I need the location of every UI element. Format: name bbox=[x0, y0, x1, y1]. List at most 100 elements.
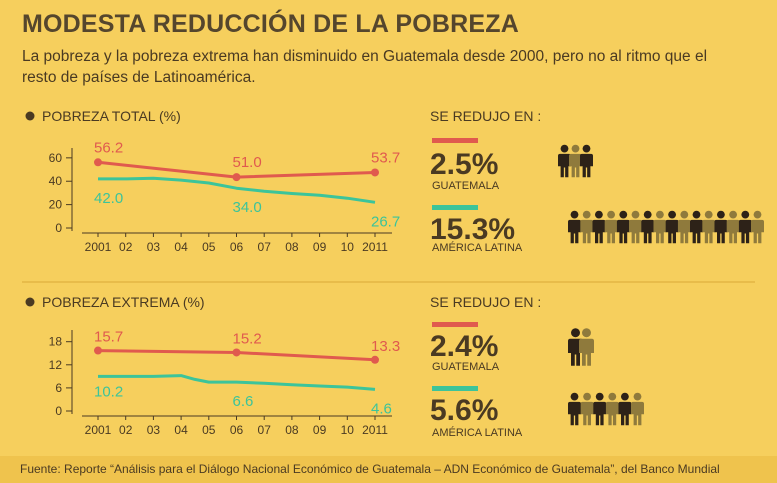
x-tick-label: 05 bbox=[202, 240, 216, 254]
person-icon bbox=[751, 210, 764, 244]
guatemala-color-key bbox=[432, 322, 478, 327]
x-tick-label: 04 bbox=[174, 423, 188, 437]
plot-area bbox=[94, 346, 379, 391]
x-tick-label: 07 bbox=[258, 423, 272, 437]
series-point-guatemala bbox=[232, 173, 241, 182]
x-tick-label: 02 bbox=[119, 240, 133, 254]
y-axis: 0 20 40 60 bbox=[49, 148, 73, 235]
plot-area bbox=[94, 158, 379, 204]
x-tick-label: 03 bbox=[147, 423, 161, 437]
series-point-guatemala bbox=[232, 348, 241, 357]
series-point-guatemala bbox=[94, 158, 102, 167]
data-label-guatemala: 53.7 bbox=[371, 149, 400, 166]
x-tick-label: 07 bbox=[258, 240, 272, 254]
y-tick-label: 20 bbox=[49, 198, 63, 212]
chart-title: POBREZA TOTAL (%) bbox=[42, 108, 181, 124]
x-tick-label: 08 bbox=[285, 240, 299, 254]
figures-america-latina bbox=[568, 392, 644, 426]
x-tick-label: 10 bbox=[341, 423, 355, 437]
x-tick-label: 08 bbox=[285, 423, 299, 437]
person-icon bbox=[714, 210, 728, 244]
person-icon bbox=[665, 210, 679, 244]
x-tick-label: 10 bbox=[341, 240, 355, 254]
x-tick-label: 2001 bbox=[85, 240, 112, 254]
x-tick-label: 05 bbox=[202, 423, 216, 437]
series-line-america_latina bbox=[98, 374, 376, 391]
person-icon bbox=[738, 210, 752, 244]
figures-america-latina bbox=[568, 210, 764, 244]
page-subtitle: La pobreza y la pobreza extrema han dism… bbox=[22, 48, 708, 86]
x-tick-label: 06 bbox=[230, 240, 244, 254]
person-icon bbox=[618, 392, 632, 426]
reduction-label-america-latina: AMÉRICA LATINA bbox=[432, 426, 523, 439]
reduction-heading: SE REDUJO EN : bbox=[430, 294, 541, 310]
data-label-america-latina: 42.0 bbox=[94, 190, 123, 207]
x-tick-label: 02 bbox=[119, 423, 133, 437]
guatemala-color-key bbox=[432, 138, 478, 143]
y-tick-label: 6 bbox=[55, 381, 62, 395]
person-icon bbox=[604, 210, 618, 244]
person-icon bbox=[580, 144, 593, 178]
y-tick-label: 0 bbox=[55, 404, 62, 418]
data-labels: 56.2 51.0 53.7 42.0 34.0 26.7 bbox=[94, 139, 400, 230]
y-tick-label: 12 bbox=[49, 358, 63, 372]
data-label-guatemala: 56.2 bbox=[94, 139, 123, 156]
series-point-guatemala bbox=[371, 168, 379, 177]
reduction-panel: SE REDUJO EN : 2.4% GUATEMALA 5.6% AMÉRI… bbox=[430, 294, 644, 439]
person-icon bbox=[653, 210, 667, 244]
person-icon bbox=[580, 392, 594, 426]
person-icon bbox=[629, 210, 642, 244]
x-axis: 2001 02 03 04 05 06 07 08 09 10 2011 bbox=[82, 232, 392, 254]
person-icon bbox=[726, 210, 740, 244]
person-icon bbox=[568, 210, 581, 244]
chart-bullet bbox=[25, 111, 35, 121]
reduction-value-guatemala: 2.4% bbox=[430, 330, 498, 363]
x-tick-label: 09 bbox=[313, 423, 327, 437]
data-label-guatemala: 51.0 bbox=[233, 154, 262, 171]
person-icon bbox=[579, 328, 594, 366]
data-label-america-latina: 26.7 bbox=[371, 213, 400, 230]
person-icon bbox=[616, 210, 630, 244]
data-label-america-latina: 4.6 bbox=[371, 400, 392, 417]
figures-guatemala bbox=[558, 144, 593, 178]
x-tick-label: 09 bbox=[313, 240, 327, 254]
y-axis: 0 6 12 18 bbox=[49, 330, 73, 418]
reduction-label-america-latina: AMÉRICA LATINA bbox=[432, 241, 523, 254]
reduction-value-america-latina: 15.3% bbox=[430, 213, 515, 246]
person-icon bbox=[677, 210, 691, 244]
figures-guatemala bbox=[568, 328, 594, 366]
x-tick-label: 2011 bbox=[362, 240, 388, 254]
reduction-label-guatemala: GUATEMALA bbox=[432, 180, 500, 192]
y-tick-label: 40 bbox=[49, 174, 63, 188]
america-latina-color-key bbox=[432, 386, 478, 391]
reduction-value-guatemala: 2.5% bbox=[430, 148, 498, 181]
person-icon bbox=[641, 210, 655, 244]
data-label-america-latina: 10.2 bbox=[94, 383, 123, 400]
person-icon bbox=[605, 392, 619, 426]
person-icon bbox=[580, 210, 594, 244]
series-point-guatemala bbox=[371, 355, 379, 364]
x-tick-label: 04 bbox=[174, 240, 188, 254]
person-icon bbox=[593, 392, 607, 426]
y-tick-label: 18 bbox=[49, 335, 63, 349]
source-note: Fuente: Reporte “Análisis para el Diálog… bbox=[20, 462, 720, 476]
chart-title: POBREZA EXTREMA (%) bbox=[42, 294, 205, 310]
reduction-panel: SE REDUJO EN : 2.5% GUATEMALA 15.3% AMÉR… bbox=[430, 108, 764, 254]
y-tick-label: 60 bbox=[49, 151, 63, 165]
series-point-guatemala bbox=[94, 346, 102, 355]
x-tick-label: 2011 bbox=[362, 423, 388, 437]
data-label-guatemala: 13.3 bbox=[371, 338, 400, 355]
reduction-heading: SE REDUJO EN : bbox=[430, 108, 541, 124]
data-label-america-latina: 6.6 bbox=[233, 393, 254, 410]
series-line-america_latina bbox=[98, 176, 376, 204]
x-axis: 2001 02 03 04 05 06 07 08 09 10 2011 bbox=[82, 415, 392, 437]
page-title: MODESTA REDUCCIÓN DE LA POBREZA bbox=[22, 10, 519, 38]
data-label-guatemala: 15.2 bbox=[233, 330, 262, 347]
reduction-label-guatemala: GUATEMALA bbox=[432, 361, 500, 373]
data-labels: 15.7 15.2 13.3 10.2 6.6 4.6 bbox=[94, 329, 400, 418]
source-footer: Fuente: Reporte “Análisis para el Diálog… bbox=[0, 456, 777, 483]
person-icon bbox=[690, 210, 703, 244]
chart-pobreza-total: POBREZA TOTAL (%) 0 20 40 60 2001 02 03 04 05 06… bbox=[25, 108, 764, 254]
